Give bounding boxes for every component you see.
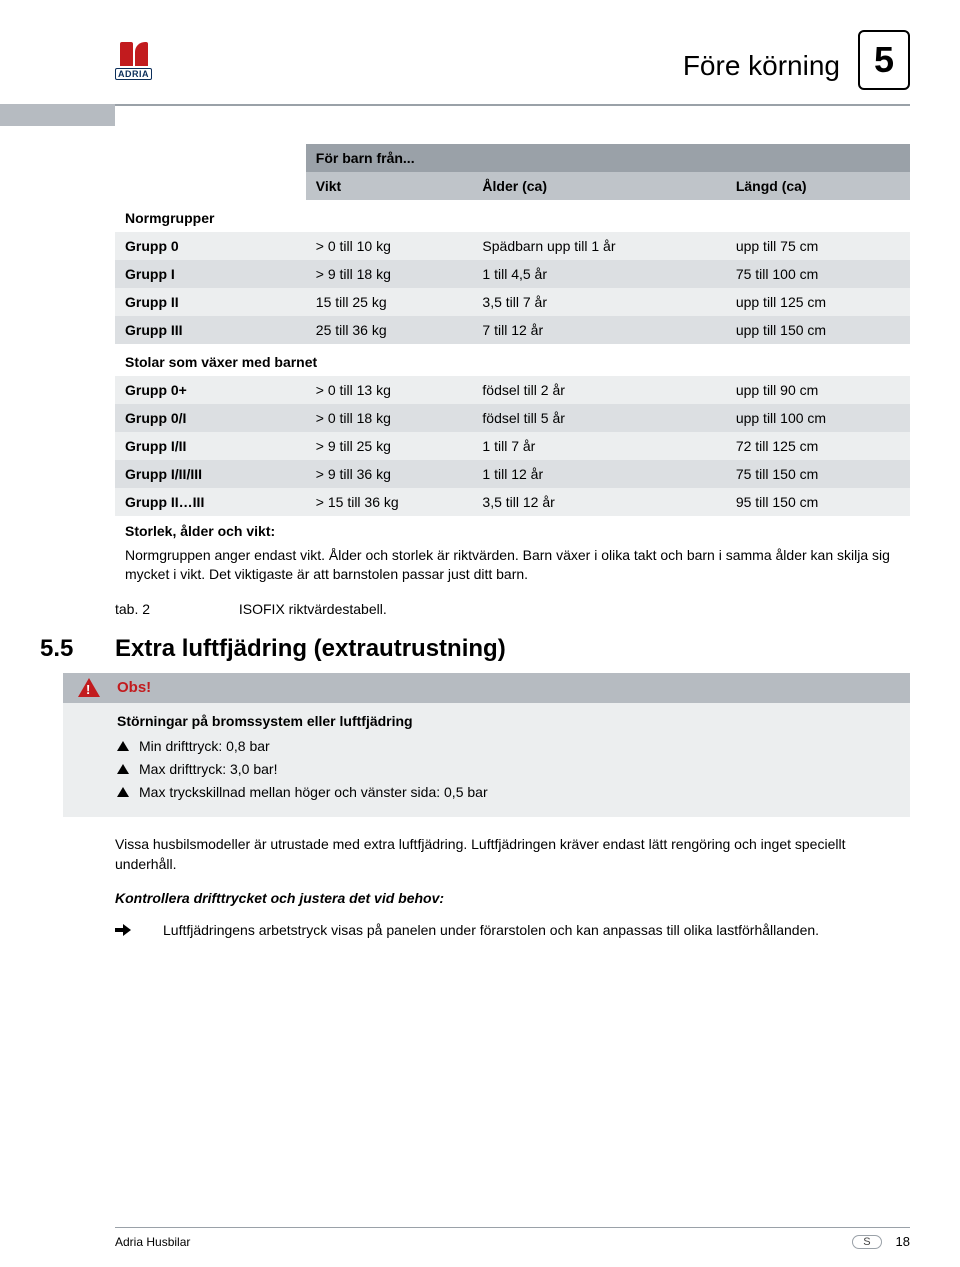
super-header-text: För barn från... (306, 144, 910, 172)
caption-label: tab. 2 (115, 601, 235, 617)
col-alder: Ålder (ca) (472, 172, 725, 200)
triangle-bullet-icon (117, 741, 129, 751)
warning-title: Störningar på bromssystem eller luftfjäd… (117, 713, 896, 729)
body-subheading: Kontrollera drifttrycket och justera det… (115, 889, 910, 909)
tab-stub (0, 104, 115, 126)
table-note: Storlek, ålder och vikt: Normgruppen ang… (115, 516, 910, 591)
footer-brand: Adria Husbilar (115, 1235, 852, 1249)
caption-text: ISOFIX riktvärdestabell. (239, 601, 387, 617)
warning-box: Obs! Störningar på bromssystem eller luf… (63, 673, 910, 818)
footer-page-number: 18 (896, 1234, 910, 1249)
table-row: Grupp 0+ > 0 till 13 kg födsel till 2 år… (115, 376, 910, 404)
header-rule (0, 104, 910, 106)
warning-icon (78, 678, 100, 697)
table-row: Grupp I > 9 till 18 kg 1 till 4,5 år 75 … (115, 260, 910, 288)
section2-title: Stolar som växer med barnet (115, 344, 910, 376)
table-row: Grupp II 15 till 25 kg 3,5 till 7 år upp… (115, 288, 910, 316)
col-langd: Längd (ca) (726, 172, 910, 200)
brand-name: ADRIA (115, 68, 152, 80)
footer-language: S (852, 1235, 881, 1249)
warning-label: Obs! (115, 679, 151, 696)
section-title: Extra luftfjädring (extrautrustning) (115, 635, 506, 663)
warning-item: Max drifttryck: 3,0 bar! (117, 760, 896, 779)
instruction-text: Luftfjädringens arbetstryck visas på pan… (163, 922, 819, 938)
table-caption: tab. 2 ISOFIX riktvärdestabell. (115, 601, 910, 617)
triangle-bullet-icon (117, 787, 129, 797)
table-row: Grupp III 25 till 36 kg 7 till 12 år upp… (115, 316, 910, 344)
warning-item: Max tryckskillnad mellan höger och vänst… (117, 783, 896, 802)
page-footer: Adria Husbilar S 18 (115, 1227, 910, 1249)
warning-item: Min drifttryck: 0,8 bar (117, 737, 896, 756)
table-row: Grupp II…III > 15 till 36 kg 3,5 till 12… (115, 488, 910, 516)
table-column-header: Vikt Ålder (ca) Längd (ca) (115, 172, 910, 200)
logo-mark-icon (120, 42, 148, 66)
isofix-table: För barn från... Vikt Ålder (ca) Längd (… (115, 144, 910, 591)
section-heading: 5.5 Extra luftfjädring (extrautrustning) (0, 635, 910, 663)
table-row: Grupp 0 > 0 till 10 kg Spädbarn upp till… (115, 232, 910, 260)
col-vikt: Vikt (306, 172, 473, 200)
body-paragraph: Vissa husbilsmodeller är utrustade med e… (115, 835, 910, 874)
table-super-header: För barn från... (115, 144, 910, 172)
table-row: Grupp I/II > 9 till 25 kg 1 till 7 år 72… (115, 432, 910, 460)
instruction-item: Luftfjädringens arbetstryck visas på pan… (115, 922, 910, 938)
triangle-bullet-icon (117, 764, 129, 774)
table-row: Grupp I/II/III > 9 till 36 kg 1 till 12 … (115, 460, 910, 488)
section1-title: Normgrupper (115, 200, 910, 232)
table-row: Grupp 0/I > 0 till 18 kg födsel till 5 å… (115, 404, 910, 432)
note-heading: Storlek, ålder och vikt: (125, 522, 900, 542)
page-header: ADRIA Före körning 5 (0, 0, 960, 100)
chapter-title: Före körning (683, 30, 840, 82)
note-body: Normgruppen anger endast vikt. Ålder och… (125, 547, 890, 583)
chapter-number: 5 (858, 30, 910, 90)
arrow-right-icon (115, 924, 133, 938)
brand-logo: ADRIA (115, 42, 152, 80)
section-number: 5.5 (0, 635, 115, 663)
